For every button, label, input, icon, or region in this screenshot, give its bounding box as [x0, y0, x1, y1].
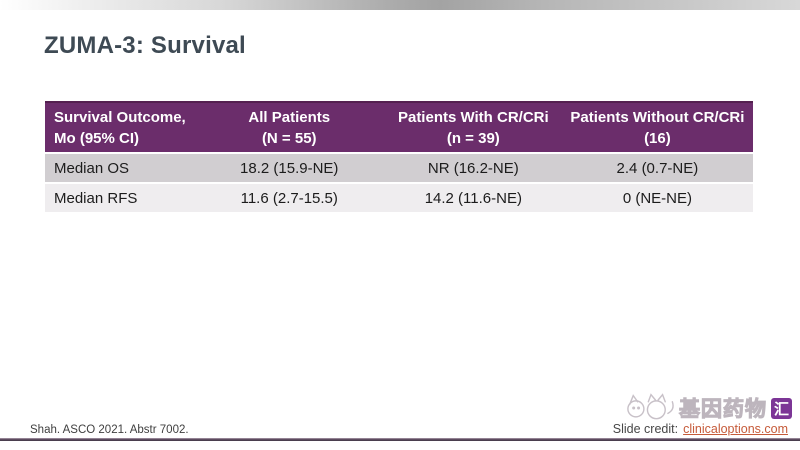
- cell-value: 18.2 (15.9-NE): [240, 159, 339, 177]
- table-row-median-rfs: Median RFS 11.6 (2.7-15.5) 14.2 (11.6-NE…: [45, 184, 753, 212]
- cell-value: 14.2 (11.6-NE): [424, 189, 522, 207]
- column-header-without-crcri: Patients Without CR/CRi (16): [570, 108, 745, 147]
- column-header-all-patients: All Patients (N = 55): [248, 108, 331, 147]
- table-header-row: Survival Outcome, Mo (95% CI) All Patien…: [45, 101, 753, 152]
- bottom-divider-line: [0, 438, 800, 441]
- slide-credit-label: Slide credit:: [612, 422, 679, 436]
- top-gradient-bar: [0, 0, 800, 10]
- slide-credit: Slide credit: clinicaloptions.com: [613, 422, 788, 436]
- citation-text: Shah. ASCO 2021. Abstr 7002.: [30, 424, 189, 436]
- cell-value: 0 (NE-NE): [622, 189, 692, 207]
- cell-value: NR (16.2-NE): [427, 159, 519, 177]
- row-label: Median RFS: [54, 189, 138, 207]
- column-header-outcome: Survival Outcome, Mo (95% CI): [54, 108, 186, 147]
- table-row-median-os: Median OS 18.2 (15.9-NE) NR (16.2-NE) 2.…: [45, 154, 753, 182]
- survival-table: Survival Outcome, Mo (95% CI) All Patien…: [45, 101, 753, 212]
- column-header-with-crcri: Patients With CR/CRi (n = 39): [397, 108, 549, 147]
- cell-value: 11.6 (2.7-15.5): [240, 189, 338, 207]
- watermark-badge: 汇: [771, 397, 792, 419]
- watermark: 基因药物 汇: [624, 393, 792, 423]
- clinicaloptions-link[interactable]: clinicaloptions.com: [683, 422, 788, 436]
- row-label: Median OS: [54, 159, 130, 177]
- cat-doodle-icon: [627, 393, 674, 420]
- slide-title: ZUMA-3: Survival: [44, 32, 246, 59]
- cell-value: 2.4 (0.7-NE): [616, 159, 699, 177]
- watermark-text: 基因药物: [679, 397, 767, 422]
